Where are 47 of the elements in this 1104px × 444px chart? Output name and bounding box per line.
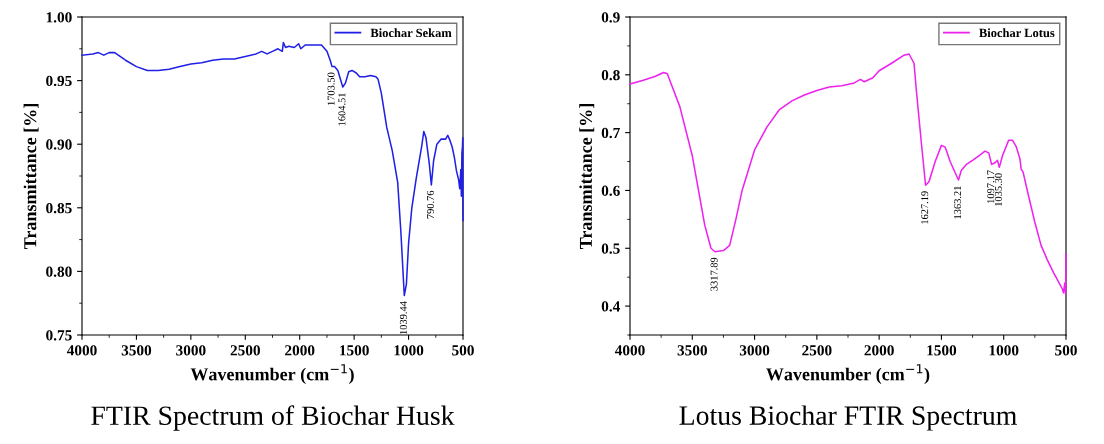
y-tick-label: 0.85 [46, 202, 72, 214]
x-tick-label: 1000 [989, 345, 1019, 356]
annotation: 1035.30 [994, 173, 1002, 206]
text: Lotus Biochar FTIR Spectrum [679, 405, 1017, 431]
annotation: 1363.21 [954, 186, 962, 219]
line-series [629, 53, 1067, 296]
x-tick-label: 3500 [677, 345, 707, 356]
y-tick-label: 1.00 [46, 12, 72, 23]
y-tick-label: 0.7 [601, 127, 620, 139]
x-tick-label: 2000 [864, 345, 894, 356]
annotation: 1627.19 [921, 191, 929, 224]
x-tick-label: 3000 [176, 345, 206, 356]
x-tick-label: 2500 [802, 345, 832, 356]
annotation: 1703.50 [327, 72, 335, 106]
x-tick-label: 500 [1055, 345, 1077, 356]
y-tick-label: 0.5 [601, 243, 620, 254]
x-tick-label: 2500 [230, 345, 260, 356]
x-tick-label: 3000 [739, 345, 770, 356]
x-tick-label: 1000 [394, 345, 424, 356]
y-tick-label: 0.6 [601, 185, 620, 196]
x-axis-title: Wavenumber (cm$^{−1}$) [190, 364, 354, 385]
line-series [81, 41, 464, 297]
annotation: 1604.51 [338, 93, 346, 126]
y-tick-label: 0.90 [46, 139, 72, 150]
y-axis-title: Transmittance [%] [579, 104, 595, 250]
y-tick-label: 0.95 [46, 75, 72, 87]
x-tick-label: 4000 [66, 345, 97, 356]
y-axis-title: Transmittance [%] [23, 104, 39, 250]
annotation: 3317.89 [710, 257, 718, 291]
legend-label: Biochar Lotus [979, 28, 1055, 38]
y-tick-label: 0.80 [46, 266, 72, 277]
x-tick-label: 3500 [121, 345, 152, 356]
y-tick-label: 0.9 [601, 12, 620, 23]
annotation: 1039.44 [399, 301, 407, 335]
y-tick-label: 0.4 [601, 301, 620, 312]
x-tick-label: 4000 [614, 345, 645, 356]
x-tick-label: 1500 [927, 345, 957, 356]
y-tick-label: 0.75 [46, 330, 72, 341]
x-tick-label: 500 [452, 345, 474, 356]
x-tick-label: 1500 [340, 345, 369, 356]
annotation: 1097.17 [987, 170, 995, 203]
x-axis-title: Wavenumber (cm$^{−1}$) [766, 364, 930, 385]
y-tick-label: 0.8 [601, 69, 620, 81]
text: FTIR Spectrum of Biochar Husk [91, 405, 455, 431]
legend-label: Biochar Sekam [370, 28, 452, 38]
x-tick-label: 2000 [285, 345, 315, 356]
annotation: 790.76 [426, 190, 434, 219]
